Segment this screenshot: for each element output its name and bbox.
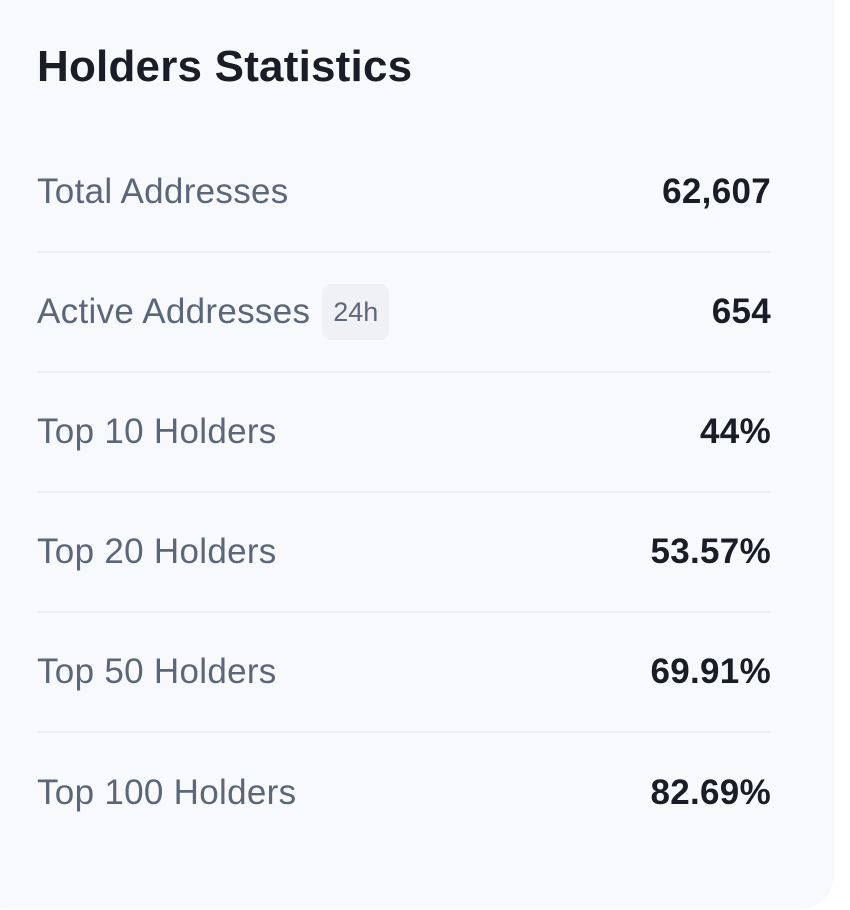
stat-label-group: Total Addresses (37, 172, 289, 212)
stat-value: 654 (711, 292, 771, 331)
stat-label-group: Active Addresses 24h (37, 284, 390, 340)
stat-label-group: Top 20 Holders (37, 532, 277, 572)
stat-row-total-addresses: Total Addresses 62,607 (37, 133, 771, 253)
stat-value: 69.91% (650, 652, 771, 691)
stat-label: Active Addresses (37, 292, 311, 331)
card-title: Holders Statistics (37, 42, 413, 91)
stat-row-top-50-holders: Top 50 Holders 69.91% (37, 613, 771, 733)
timeframe-badge: 24h (322, 284, 390, 340)
stat-label: Top 50 Holders (37, 652, 277, 691)
stat-label: Top 10 Holders (37, 412, 277, 451)
stat-label-group: Top 50 Holders (37, 652, 277, 692)
stat-label: Total Addresses (37, 172, 289, 211)
stat-row-top-20-holders: Top 20 Holders 53.57% (37, 493, 771, 613)
stat-row-active-addresses: Active Addresses 24h 654 (37, 253, 771, 373)
stats-list: Total Addresses 62,607 Active Addresses … (37, 133, 771, 853)
stat-label-group: Top 100 Holders (37, 773, 296, 813)
stat-value: 53.57% (650, 532, 771, 571)
stat-value: 62,607 (662, 172, 771, 211)
stat-row-top-10-holders: Top 10 Holders 44% (37, 373, 771, 493)
stat-value: 44% (700, 412, 771, 451)
stat-label-group: Top 10 Holders (37, 412, 277, 452)
stat-row-top-100-holders: Top 100 Holders 82.69% (37, 733, 771, 853)
stat-label: Top 100 Holders (37, 773, 297, 812)
stat-value: 82.69% (650, 773, 771, 812)
stat-label: Top 20 Holders (37, 532, 277, 571)
